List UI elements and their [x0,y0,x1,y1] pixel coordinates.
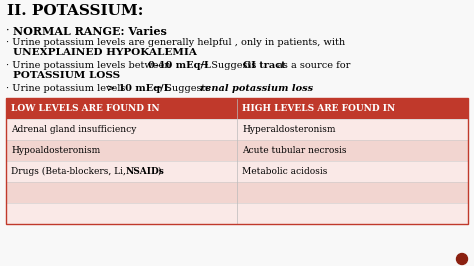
Text: 0-10 mEq/L: 0-10 mEq/L [148,61,211,70]
Text: > 10 mEq/L: > 10 mEq/L [107,84,171,93]
Bar [237,182,468,203]
Text: GI tract: GI tract [243,61,286,70]
Text: → Suggests: → Suggests [200,61,259,70]
Bar [6,119,237,140]
Bar [6,98,468,224]
Text: · Urine potassium levels are generally helpful , only in patients, with: · Urine potassium levels are generally h… [6,38,345,47]
Bar [6,140,237,161]
Text: HIGH LEVELS ARE FOUND IN: HIGH LEVELS ARE FOUND IN [242,104,395,113]
Bar [6,98,237,119]
Text: Adrenal gland insufficiency: Adrenal gland insufficiency [11,125,137,134]
Text: NORMAL RANGE: Varies: NORMAL RANGE: Varies [13,26,167,37]
Text: NSAIDs: NSAIDs [126,167,165,176]
Text: POTASSIUM LOSS: POTASSIUM LOSS [13,71,120,80]
Text: Hyperaldosteronism: Hyperaldosteronism [242,125,336,134]
Text: → Suggests: → Suggests [154,84,213,93]
Text: Acute tubular necrosis: Acute tubular necrosis [242,146,346,155]
Text: UNEXPLAINED HYPOKALEMIA: UNEXPLAINED HYPOKALEMIA [13,48,197,57]
Text: renal potassium loss: renal potassium loss [200,84,313,93]
Bar [237,203,468,224]
Text: LOW LEVELS ARE FOUND IN: LOW LEVELS ARE FOUND IN [11,104,160,113]
Text: · Urine potassium levels between: · Urine potassium levels between [6,61,173,70]
Text: · Urine potassium levels: · Urine potassium levels [6,84,128,93]
Bar [237,140,468,161]
Text: as a source for: as a source for [274,61,350,70]
Bar [237,161,468,182]
Text: ·: · [6,26,9,36]
Circle shape [456,253,467,264]
Text: ): ) [157,167,161,176]
Bar [237,119,468,140]
Bar [6,203,237,224]
Bar [6,161,237,182]
Bar [237,98,468,119]
Text: II. POTASSIUM:: II. POTASSIUM: [7,4,143,18]
Bar [6,182,237,203]
Text: Metabolic acidosis: Metabolic acidosis [242,167,328,176]
Text: Drugs (Beta-blockers, Li,: Drugs (Beta-blockers, Li, [11,167,129,176]
Text: Hypoaldosteronism: Hypoaldosteronism [11,146,100,155]
